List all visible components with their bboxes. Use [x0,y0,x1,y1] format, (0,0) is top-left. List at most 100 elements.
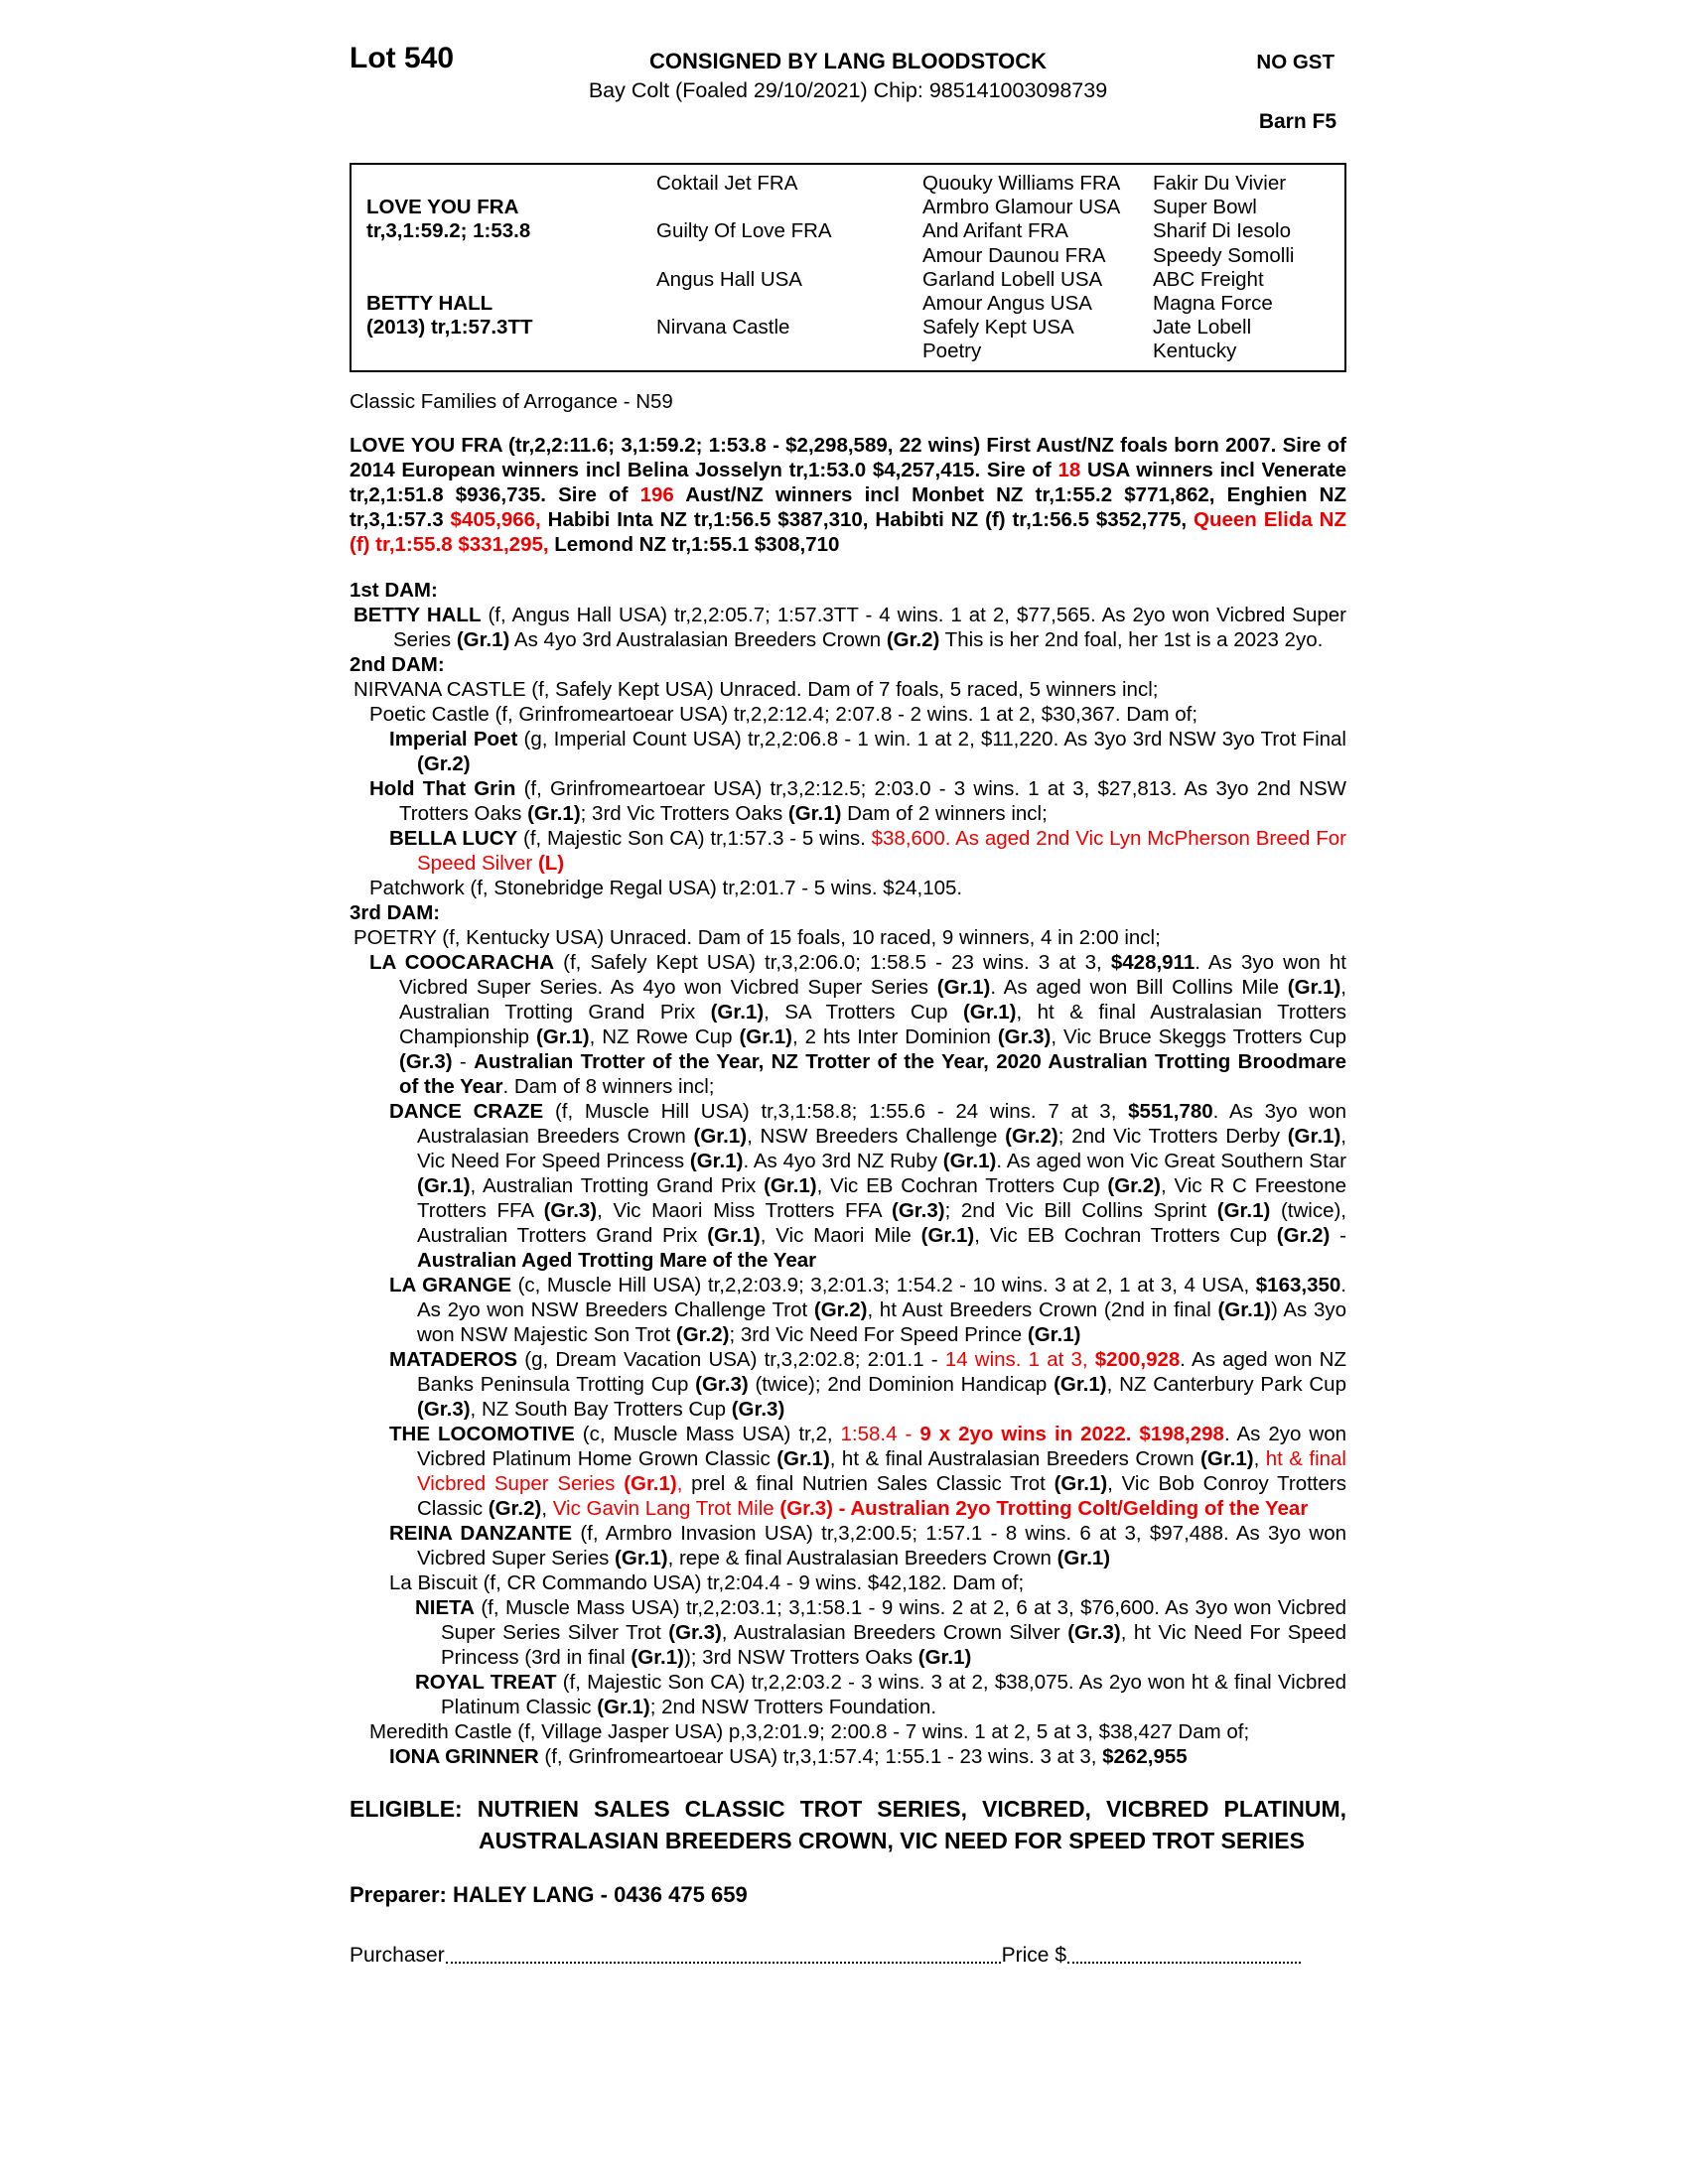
text-segment: , Vic Maori Mile [760,1224,921,1247]
text-segment: ; 3rd Vic Need For Speed Prince [729,1323,1028,1346]
gen4-ancestor: Speedy Somolli [1153,243,1295,267]
text-segment: (f, Muscle Hill USA) tr,3,1:58.8; 1:55.6… [543,1100,1129,1123]
gen3-ancestor: Amour Angus USA [922,292,1092,316]
text-segment: ; 2nd Vic Bill Collins Sprint [944,1199,1217,1222]
text-segment: This is her 2nd foal, her 1st is a 2023 … [939,628,1324,651]
text-segment: , [541,1497,553,1520]
text-segment: $38,600. As aged 2nd Vic Lyn McPherson B… [417,827,1346,875]
text-segment: Patchwork (f, Stonebridge Regal USA) tr,… [369,877,963,899]
text-segment: ; 3rd Vic Trotters Oaks [580,802,788,825]
text-segment: (Gr.1) [787,802,842,825]
text-segment: (Gr.2) [417,752,471,775]
lot-number: Lot 540 [350,42,455,74]
entry-mataderos: MATADEROS (g, Dream Vacation USA) tr,3,2… [350,1347,1346,1422]
gen4-ancestor: Sharif Di Iesolo [1153,219,1292,243]
entry-the-locomotive: THE LOCOMOTIVE (c, Muscle Mass USA) tr,2… [350,1422,1346,1521]
text-segment: (Gr.3) [668,1621,722,1644]
pedigree-table: LOVE YOU FRA tr,3,1:59.2; 1:53.8 BETTY H… [350,163,1346,372]
text-segment: (Gr.3) [779,1497,833,1520]
text-segment: (Gr.1) [1027,1323,1081,1346]
text-segment: POETRY (f, Kentucky USA) Unraced. Dam of… [353,926,1161,949]
text-segment: (Gr.2) [1005,1125,1058,1148]
entry-nirvana-castle: NIRVANA CASTLE (f, Safely Kept USA) Unra… [350,677,1346,702]
text-segment: (Gr.1) [1200,1447,1254,1470]
heading-1st-dam: 1st DAM: [350,578,1346,603]
text-segment: La Biscuit (f, CR Commando USA) tr,2:04.… [389,1571,1025,1594]
text-segment: LOVE YOU FRA (tr,2,2:11.6; 3,1:59.2; 1:5… [350,434,1346,481]
entry-hold-that-grin: Hold That Grin (f, Grinfromeartoear USA)… [350,776,1346,826]
text-segment: . Dam of 8 winners incl; [502,1075,715,1098]
text-segment: 14 wins. 1 at 3, [944,1348,1095,1371]
text-segment: NIETA [415,1596,475,1619]
text-segment: (f, Grinfromeartoear USA) tr,3,2:12.5; 2… [399,777,1346,825]
family-line: Classic Families of Arrogance - N59 [350,390,673,413]
text-segment: LA GRANGE [389,1274,512,1297]
text-segment: , Australasian Breeders Crown Silver [721,1621,1068,1644]
text-segment: . As 3yo won ht Vicbred Super Series. As… [399,951,1346,999]
text-segment: Dam of 2 winners incl; [841,802,1048,825]
gst-status: NO GST [1256,51,1335,73]
entry-betty-hall: BETTY HALL (f, Angus Hall USA) tr,2,2:05… [350,603,1346,652]
text-segment: (Gr.3) [731,1398,785,1421]
text-segment: (Gr.3) [892,1199,945,1222]
page-header: Lot 540 CONSIGNED BY LANG BLOODSTOCK NO … [350,42,1346,163]
text-segment: $163,350 [1255,1274,1341,1297]
purchaser-fill-line [445,1962,1001,1964]
text-segment: ht & final Vicbred Super Series [417,1447,1346,1495]
text-segment: . As 2yo won Vicbred Platinum Home Grown… [417,1423,1347,1470]
text-segment: . As aged won Bill Collins Mile [990,976,1288,999]
text-segment: , Vic EB Cochran Trotters Cup [974,1224,1277,1247]
gen3-ancestor: Armbro Glamour USA [922,196,1121,219]
text-segment: (twice); 2nd Dominion Handicap [748,1373,1055,1396]
text-segment: (Gr.1) [1216,1199,1271,1222]
text-segment: , Australian Trotting Grand Prix [399,976,1346,1024]
text-segment: (Gr.1) [1287,976,1341,999]
text-segment: , ht & final Australasian Breeders Crown [829,1447,1201,1470]
text-segment: Habibi Inta NZ tr,1:56.5 $387,310, Habib… [540,508,1195,531]
text-segment: BETTY HALL [353,604,482,626]
text-segment: (Gr.2) [1107,1174,1161,1197]
horse-description: Bay Colt (Foaled 29/10/2021) Chip: 98514… [588,78,1108,102]
text-segment: (Gr.3) [997,1025,1052,1048]
text-segment: (Gr.1) [764,1174,817,1197]
text-segment: (Gr.1) [527,802,581,825]
text-segment: MATADEROS [389,1348,518,1371]
sire-name: LOVE YOU FRA [366,196,519,219]
heading-3rd-dam: 3rd DAM: [350,900,1346,925]
text-segment: (Gr.2) [675,1323,730,1346]
text-segment: USA winners incl Venerate tr,2,1:51.8 $9… [350,459,1346,506]
text-segment: (Gr.1) [689,1150,744,1172]
text-segment: . As 3yo won Australasian Breeders Crown [417,1100,1346,1148]
text-segment: , ht & final Australasian Trotters Champ… [399,1001,1347,1048]
text-segment: prel & final Nutrien Sales Classic Trot [682,1472,1055,1495]
text-segment: (g, Imperial Count USA) tr,2,2:06.8 - 1 … [517,728,1346,751]
text-segment: ELIGIBLE: [350,1796,463,1822]
text-segment: $262,955 [1102,1745,1188,1768]
gen3-ancestor: Poetry [922,340,982,363]
text-segment: (f, Safely Kept USA) tr,3,2:06.0; 1:58.5… [554,951,1111,974]
text-segment: , [676,1472,683,1495]
text-segment: (Gr.1) [536,1025,590,1048]
text-segment: 196 [639,483,674,506]
text-segment: Vic Gavin Lang Trot Mile [552,1497,780,1520]
text-segment: , NZ Canterbury Park Cup [1106,1373,1346,1396]
preparer-line: Preparer: HALEY LANG - 0436 475 659 [350,1882,748,1907]
entry-dance-craze: DANCE CRAZE (f, Muscle Hill USA) tr,3,1:… [350,1099,1346,1273]
text-segment: (g, Dream Vacation USA) tr,3,2:02.8; 2:0… [517,1348,945,1371]
gen4-ancestor: Jate Lobell [1153,316,1252,340]
sire-record: tr,3,1:59.2; 1:53.8 [366,219,531,243]
text-segment: (Gr.2) [813,1298,868,1321]
text-segment: (Gr.1) [624,1472,677,1495]
text-segment: (f, Muscle Mass USA) tr,2,2:03.1; 3,1:58… [441,1596,1346,1644]
text-segment: Imperial Poet [389,728,518,751]
catalog-page: Lot 540 CONSIGNED BY LANG BLOODSTOCK NO … [350,42,1346,1968]
text-segment: (Gr.1) [597,1696,650,1718]
text-segment: (Gr.1) [1287,1125,1341,1148]
heading-2nd-dam: 2nd DAM: [350,652,1346,677]
text-segment: BELLA LUCY [389,827,518,850]
text-segment: , Vic Bob Conroy Trotters Classic [417,1472,1346,1520]
text-segment: $551,780 [1128,1100,1213,1123]
eligible-paragraph: ELIGIBLE: NUTRIEN SALES CLASSIC TROT SER… [350,1793,1346,1856]
gen3-ancestor: Safely Kept USA [922,316,1074,340]
entry-bella-lucy: BELLA LUCY (f, Majestic Son CA) tr,1:57.… [350,826,1346,876]
